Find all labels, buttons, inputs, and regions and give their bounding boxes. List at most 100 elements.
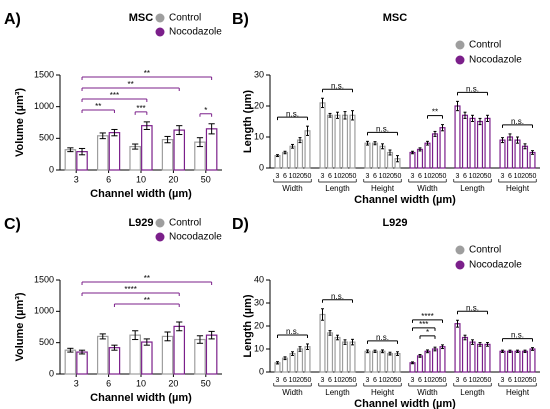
x-tick-label: 3 <box>456 377 460 384</box>
significance-label: n.s. <box>511 117 524 126</box>
bar <box>454 323 461 373</box>
legend-marker <box>455 55 465 65</box>
bar <box>439 127 446 169</box>
x-tick-label: 20 <box>431 173 439 180</box>
group-label: Height <box>506 388 530 397</box>
x-tick-label: 3 <box>366 173 370 180</box>
x-tick-label: 3 <box>74 378 79 388</box>
bar <box>521 350 529 373</box>
x-tick-label: 50 <box>349 377 357 384</box>
significance-label: *** <box>110 91 119 100</box>
x-tick-label: 3 <box>321 173 325 180</box>
x-tick-label: 10 <box>334 173 342 180</box>
significance-label: **** <box>421 312 433 321</box>
x-tick-label: 10 <box>136 378 146 388</box>
significance-label: * <box>204 106 207 115</box>
bar <box>506 136 514 169</box>
x-tick-label: 10 <box>469 377 477 384</box>
y-tick-label: 500 <box>39 337 54 347</box>
x-tick-label: 3 <box>276 173 280 180</box>
panel-label: B) <box>232 11 249 28</box>
legend-label: Nocodazole <box>469 260 522 271</box>
significance-label: n.s. <box>331 292 344 301</box>
bar <box>454 105 461 169</box>
chart-title: L929 <box>128 217 153 229</box>
bar <box>304 130 311 169</box>
x-tick-label: 20 <box>386 173 394 180</box>
legend-label: Control <box>469 245 501 256</box>
x-axis-label: Channel width (µm) <box>354 398 456 409</box>
legend-label: Control <box>169 218 201 229</box>
bar <box>304 346 311 373</box>
x-tick-label: 20 <box>521 173 529 180</box>
group-label: Length <box>325 388 349 397</box>
x-tick-label: 20 <box>168 378 178 388</box>
bar <box>484 117 491 169</box>
legend-label: Nocodazole <box>169 27 222 38</box>
bar <box>296 139 304 169</box>
bar <box>349 341 356 373</box>
legend-marker <box>455 40 465 50</box>
bar <box>461 114 469 169</box>
bar <box>521 145 529 169</box>
x-tick-label: 6 <box>418 377 422 384</box>
x-axis-label: Channel width (µm) <box>90 392 192 404</box>
significance-label: ** <box>144 296 150 305</box>
bar <box>319 102 326 169</box>
x-tick-label: 6 <box>106 174 111 184</box>
bar <box>439 346 446 373</box>
x-tick-label: 50 <box>349 173 357 180</box>
bar <box>64 149 77 171</box>
significance-label: n.s. <box>331 81 344 90</box>
bar <box>371 142 379 169</box>
bar <box>469 117 476 169</box>
bar <box>379 145 386 169</box>
legend-label: Control <box>469 40 501 51</box>
bar <box>173 325 186 375</box>
x-tick-label: 10 <box>379 377 387 384</box>
x-tick-label: 10 <box>334 377 342 384</box>
group-label: Height <box>371 388 395 397</box>
significance-label: *** <box>419 320 428 329</box>
bar <box>296 348 304 373</box>
x-tick-label: 10 <box>289 173 297 180</box>
bar <box>173 129 186 171</box>
x-tick-label: 20 <box>296 173 304 180</box>
x-tick-label: 50 <box>484 377 492 384</box>
y-tick-label: 0 <box>49 368 54 378</box>
bar <box>326 114 334 169</box>
x-tick-label: 6 <box>463 173 467 180</box>
bar <box>341 341 349 373</box>
y-tick-label: 1500 <box>34 69 54 79</box>
legend-marker <box>155 218 165 228</box>
significance-label: * <box>426 328 429 337</box>
group-label: Width <box>282 388 302 397</box>
bar <box>364 142 371 169</box>
bar <box>349 114 356 169</box>
bar <box>205 334 218 375</box>
bar <box>141 341 153 375</box>
y-tick-label: 30 <box>254 69 264 79</box>
bar <box>476 343 484 373</box>
bar <box>364 350 371 373</box>
x-tick-label: 10 <box>289 377 297 384</box>
bar <box>96 135 109 171</box>
chart-title: MSC <box>383 12 408 24</box>
bar <box>379 350 386 373</box>
x-tick-label: 3 <box>74 174 79 184</box>
panel-label: D) <box>232 216 249 233</box>
panel-label: A) <box>4 11 21 28</box>
bar <box>529 348 536 373</box>
significance-label: ** <box>95 102 101 111</box>
x-axis-label: Channel width (µm) <box>90 188 192 200</box>
x-tick-label: 3 <box>366 377 370 384</box>
x-tick-label: 20 <box>341 173 349 180</box>
x-tick-label: 20 <box>168 174 178 184</box>
x-tick-label: 3 <box>411 377 415 384</box>
x-tick-label: 6 <box>418 173 422 180</box>
significance-label: n.s. <box>376 124 389 133</box>
group-label: Width <box>417 184 437 193</box>
significance-label: n.s. <box>286 327 299 336</box>
bar <box>129 334 141 375</box>
